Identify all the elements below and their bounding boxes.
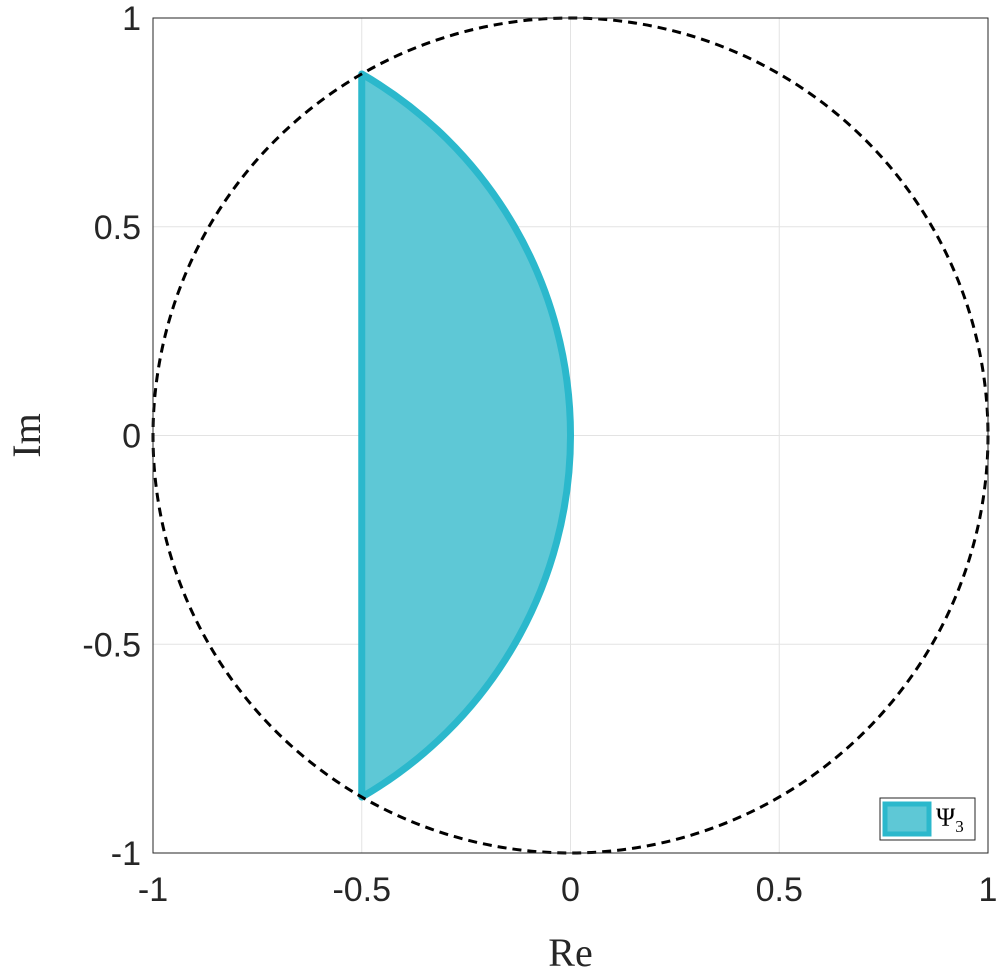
x-tick-label: -0.5: [332, 871, 391, 909]
tick-labels: -1 -0.5 0 0.5 1 -1 -0.5 0 0.5 1: [82, 0, 997, 909]
y-tick-label: 0: [122, 418, 141, 456]
legend-label: Ψ3: [936, 803, 964, 836]
y-tick-label: 1: [122, 0, 141, 38]
x-axis-label: Re: [548, 930, 592, 971]
legend-label-main: Ψ: [936, 803, 956, 832]
plot-area-border: [152, 17, 989, 854]
y-axis-label: Im: [4, 413, 49, 457]
x-tick-label: 1: [979, 871, 997, 909]
y-tick-label: -0.5: [82, 626, 141, 664]
x-tick-label: -1: [138, 871, 168, 909]
psi3-region: [358, 70, 574, 801]
legend-swatch: [882, 801, 932, 837]
y-tick-label: 0.5: [94, 209, 141, 247]
x-tick-label: 0.5: [756, 871, 803, 909]
legend-label-subscript: 3: [955, 817, 964, 836]
y-tick-label: -1: [111, 835, 141, 873]
x-tick-label: 0: [561, 871, 580, 909]
legend: Ψ3: [879, 797, 976, 841]
